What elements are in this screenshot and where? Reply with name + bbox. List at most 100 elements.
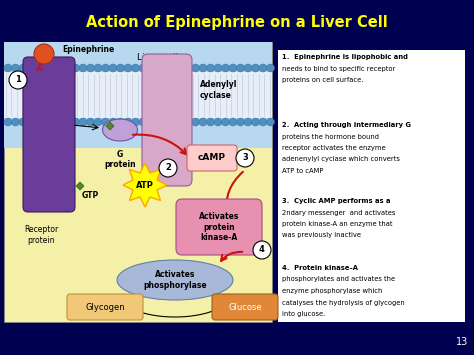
FancyBboxPatch shape <box>212 294 278 320</box>
Circle shape <box>229 64 237 72</box>
Circle shape <box>34 44 54 64</box>
Text: 2ndary messenger  and activates: 2ndary messenger and activates <box>282 209 395 215</box>
FancyBboxPatch shape <box>142 54 192 186</box>
Text: Activates
phosphorylase: Activates phosphorylase <box>143 270 207 290</box>
FancyBboxPatch shape <box>176 199 262 255</box>
Circle shape <box>49 64 57 72</box>
Circle shape <box>169 64 177 72</box>
Text: 1: 1 <box>15 76 21 84</box>
Text: Epinephrine: Epinephrine <box>62 45 114 55</box>
Polygon shape <box>123 163 167 207</box>
FancyBboxPatch shape <box>67 294 143 320</box>
Circle shape <box>191 118 200 126</box>
Circle shape <box>11 64 19 72</box>
Circle shape <box>162 118 170 126</box>
Circle shape <box>11 118 19 126</box>
Circle shape <box>49 118 57 126</box>
Circle shape <box>266 118 274 126</box>
Circle shape <box>184 118 192 126</box>
Text: enzyme phosphorylase which: enzyme phosphorylase which <box>282 288 383 294</box>
Text: G
protein: G protein <box>104 150 136 169</box>
Circle shape <box>72 118 80 126</box>
Circle shape <box>124 118 132 126</box>
Text: ATP: ATP <box>136 180 154 190</box>
Circle shape <box>27 64 35 72</box>
Circle shape <box>86 118 94 126</box>
Text: 1.  Epinephrine is lipophobic and: 1. Epinephrine is lipophobic and <box>282 54 408 60</box>
Circle shape <box>146 118 155 126</box>
Circle shape <box>117 64 125 72</box>
Text: needs to bind to specific receptor: needs to bind to specific receptor <box>282 66 395 71</box>
Text: 3.  Cyclic AMP performs as a: 3. Cyclic AMP performs as a <box>282 198 391 204</box>
Circle shape <box>154 64 162 72</box>
Circle shape <box>159 159 177 177</box>
FancyBboxPatch shape <box>278 50 465 322</box>
Circle shape <box>42 118 49 126</box>
Circle shape <box>176 64 184 72</box>
Text: 13: 13 <box>456 337 468 347</box>
Circle shape <box>131 118 139 126</box>
Circle shape <box>4 118 12 126</box>
Text: adenenylyl cyclase which converts: adenenylyl cyclase which converts <box>282 157 400 163</box>
Text: Liver cell: Liver cell <box>137 54 179 62</box>
Text: cAMP: cAMP <box>198 153 226 163</box>
Text: Adenylyl
cyclase: Adenylyl cyclase <box>200 80 237 100</box>
Text: 2: 2 <box>165 164 171 173</box>
Circle shape <box>56 118 64 126</box>
FancyBboxPatch shape <box>23 57 75 212</box>
Circle shape <box>176 118 184 126</box>
FancyBboxPatch shape <box>4 72 272 118</box>
Text: ATP to cAMP: ATP to cAMP <box>282 168 323 174</box>
Text: Action of Epinephrine on a Liver Cell: Action of Epinephrine on a Liver Cell <box>86 15 388 29</box>
Circle shape <box>244 64 252 72</box>
Ellipse shape <box>102 119 137 141</box>
Circle shape <box>229 118 237 126</box>
Circle shape <box>259 118 267 126</box>
Circle shape <box>236 149 254 167</box>
Text: receptor activates the enzyme: receptor activates the enzyme <box>282 145 386 151</box>
Circle shape <box>19 118 27 126</box>
Circle shape <box>109 64 117 72</box>
Circle shape <box>221 64 229 72</box>
Circle shape <box>9 71 27 89</box>
Circle shape <box>253 241 271 259</box>
Circle shape <box>221 118 229 126</box>
Text: GTP: GTP <box>82 191 99 201</box>
Circle shape <box>34 64 42 72</box>
Text: Activates
protein
kinase-A: Activates protein kinase-A <box>199 212 239 242</box>
Circle shape <box>27 118 35 126</box>
Circle shape <box>4 64 12 72</box>
Circle shape <box>124 64 132 72</box>
Polygon shape <box>106 122 114 130</box>
Circle shape <box>19 64 27 72</box>
Text: protein kinase-A an enzyme that: protein kinase-A an enzyme that <box>282 221 392 227</box>
FancyBboxPatch shape <box>4 42 272 148</box>
Circle shape <box>94 118 102 126</box>
Circle shape <box>146 64 155 72</box>
Circle shape <box>139 118 147 126</box>
Circle shape <box>214 64 222 72</box>
Circle shape <box>109 118 117 126</box>
Circle shape <box>101 64 109 72</box>
Text: 4.  Protein kinase–A: 4. Protein kinase–A <box>282 265 358 271</box>
Circle shape <box>86 64 94 72</box>
Text: proteins the hormone bound: proteins the hormone bound <box>282 133 379 140</box>
Circle shape <box>64 64 72 72</box>
Text: 4: 4 <box>259 246 265 255</box>
Circle shape <box>207 64 215 72</box>
Text: 2.  Acting through intermediary G: 2. Acting through intermediary G <box>282 122 411 128</box>
Circle shape <box>139 64 147 72</box>
Circle shape <box>169 118 177 126</box>
Circle shape <box>244 118 252 126</box>
Circle shape <box>237 118 245 126</box>
Circle shape <box>72 64 80 72</box>
Circle shape <box>42 64 49 72</box>
Circle shape <box>252 64 259 72</box>
Circle shape <box>199 64 207 72</box>
Text: phosphorylates and activates the: phosphorylates and activates the <box>282 277 395 283</box>
Circle shape <box>266 64 274 72</box>
Circle shape <box>162 64 170 72</box>
Circle shape <box>79 118 87 126</box>
Text: Glucose: Glucose <box>228 302 262 311</box>
FancyBboxPatch shape <box>187 145 237 171</box>
